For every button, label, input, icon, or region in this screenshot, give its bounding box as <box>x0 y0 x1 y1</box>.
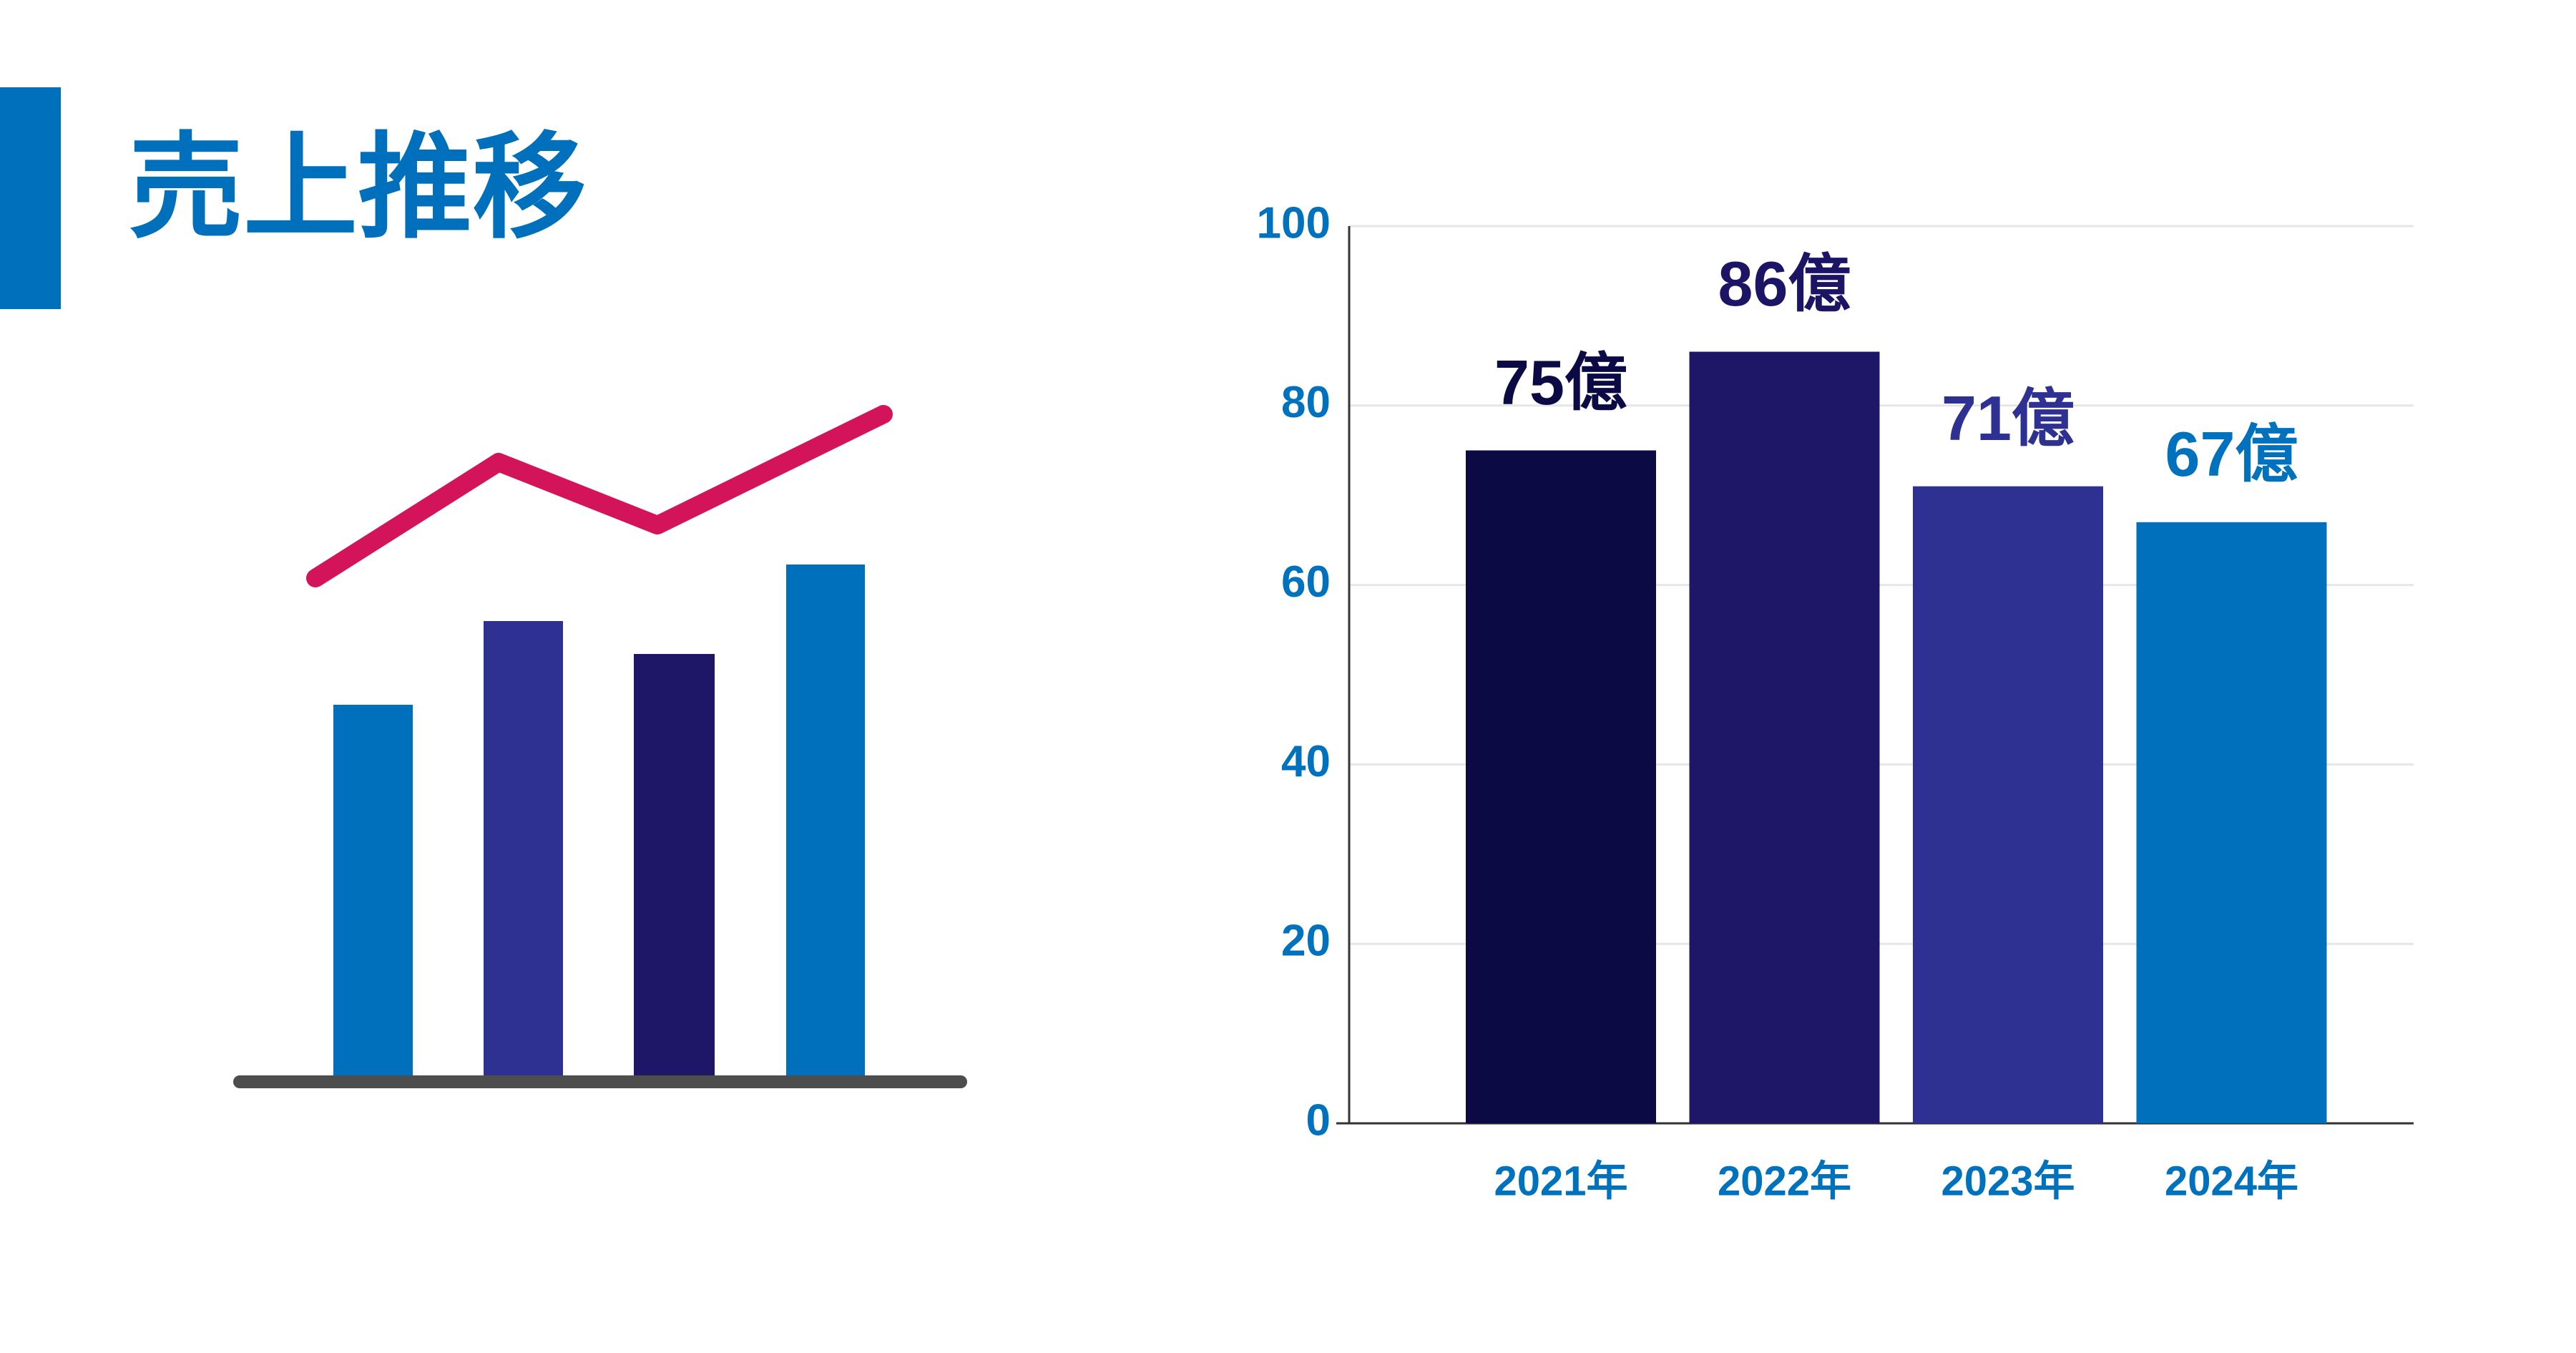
title-accent <box>0 87 61 309</box>
x-tick-label: 2023年 <box>1941 1158 2075 1204</box>
slide-title: 売上推移 <box>129 123 587 251</box>
bar <box>1913 486 2103 1123</box>
x-tick-label: 2021年 <box>1494 1158 1627 1204</box>
y-tick-label: 80 <box>1281 378 1331 427</box>
x-tick-label: 2022年 <box>1718 1158 1851 1204</box>
y-tick-label: 0 <box>1306 1095 1331 1145</box>
icon-bar <box>333 705 413 1077</box>
value-label: 86億 <box>1718 248 1851 319</box>
y-tick-label: 40 <box>1281 737 1331 786</box>
value-label: 75億 <box>1494 347 1627 418</box>
y-tick-label: 20 <box>1281 917 1331 966</box>
bar <box>1466 450 1656 1123</box>
value-label: 67億 <box>2165 419 2298 489</box>
y-tick-label: 100 <box>1257 198 1331 248</box>
icon-line <box>306 405 893 587</box>
x-tick-label: 2024年 <box>2165 1158 2298 1204</box>
bar <box>1689 351 1880 1123</box>
icon-bar <box>786 565 865 1077</box>
icon-bar <box>634 654 715 1077</box>
value-label: 71億 <box>1941 383 2075 454</box>
y-tick-label: 60 <box>1281 557 1331 607</box>
icon-bar <box>484 621 563 1077</box>
bar <box>2136 522 2327 1123</box>
illustration <box>233 405 967 1088</box>
